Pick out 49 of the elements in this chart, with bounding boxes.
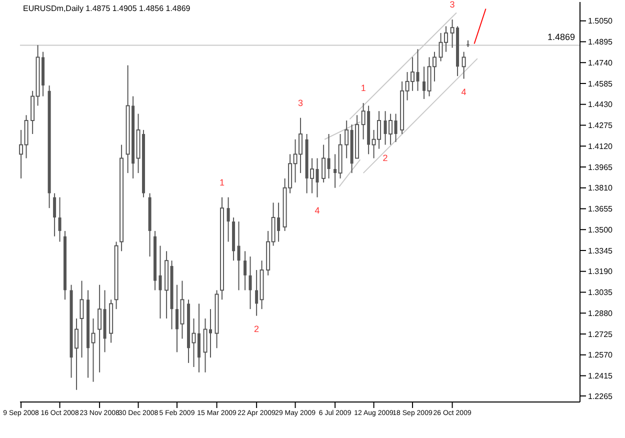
annotation: 4 — [461, 86, 466, 97]
candlestick — [422, 66, 426, 100]
y-tick-label: 1.4740 — [588, 58, 614, 68]
y-tick-label: 1.4430 — [588, 100, 614, 110]
y-tick-label: 1.2265 — [588, 392, 614, 401]
y-tick-label: 1.5050 — [588, 16, 614, 26]
annotation: 3 — [298, 98, 304, 108]
candlestick — [462, 51, 466, 80]
y-tick-label: 1.3500 — [588, 225, 614, 234]
candlestick — [416, 48, 420, 92]
y-tick-label: 1.3655 — [588, 204, 614, 214]
annotation: 4 — [314, 205, 320, 216]
candlestick — [80, 280, 84, 358]
annotation: 2 — [382, 152, 388, 163]
y-tick-label: 1.4585 — [588, 79, 614, 88]
annotation: 1 — [360, 83, 366, 94]
y-tick-label: 1.3810 — [588, 184, 614, 193]
y-tick-label: 1.3190 — [588, 267, 614, 276]
candlestick — [334, 154, 337, 188]
candlestick — [53, 192, 56, 237]
annotation: 1 — [220, 177, 225, 188]
candlestick — [98, 284, 102, 373]
y-tick-label: 1.3345 — [588, 246, 614, 256]
y-tick-label: 1.2725 — [588, 330, 614, 339]
candlestick — [244, 250, 247, 291]
y-tick-label: 1.3035 — [588, 288, 614, 298]
y-tick-label: 1.4895 — [588, 38, 614, 47]
y-tick-label: 1.4120 — [588, 142, 614, 151]
candlestick — [255, 270, 258, 316]
candlestick — [91, 318, 96, 382]
y-tick-label: 1.3965 — [588, 162, 614, 172]
y-tick-label: 1.2415 — [588, 372, 614, 381]
candlestick — [394, 113, 398, 143]
annotation: 3 — [450, 0, 455, 10]
y-tick-label: 1.2880 — [588, 308, 614, 318]
candlestick — [248, 256, 252, 310]
chart-title: EURUSDm,Daily 1.4875 1.4905 1.4856 1.4869 — [23, 4, 190, 13]
candlestick — [58, 196, 62, 242]
candlestick — [158, 245, 162, 319]
candlestick — [344, 120, 349, 159]
candlestick — [322, 144, 326, 183]
y-tick-label: 1.2570 — [588, 350, 614, 360]
y-tick-label: 1.4275 — [588, 121, 614, 130]
ref-line-label: 1.4869 — [547, 32, 575, 42]
annotation: 2 — [254, 324, 260, 334]
candlestick — [327, 133, 330, 179]
candlestick — [237, 221, 240, 291]
candlestick — [226, 196, 230, 242]
candlestick — [316, 158, 319, 198]
